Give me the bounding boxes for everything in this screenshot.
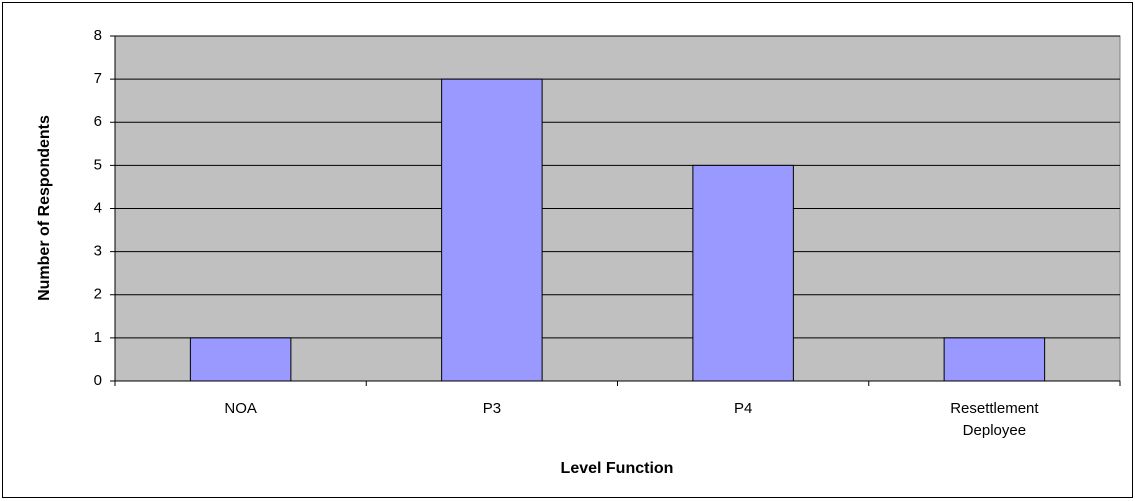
x-axis-title: Level Function — [561, 460, 674, 477]
y-tick-label: 7 — [94, 70, 102, 87]
bar — [189, 337, 292, 382]
x-tick-label: P3 — [482, 400, 502, 417]
bar — [441, 78, 543, 382]
x-tick-label: P4 — [733, 400, 753, 417]
y-tick-label: 1 — [94, 329, 102, 346]
x-tick-label: NOA — [224, 400, 257, 417]
y-tick-label: 4 — [94, 199, 102, 216]
y-tick-label: 6 — [94, 113, 102, 130]
x-tick-label: Resettlement Deployee — [950, 400, 1039, 439]
y-tick-label: 5 — [94, 156, 102, 173]
bar — [692, 164, 794, 382]
bar — [943, 337, 1046, 382]
y-axis-title: Number of Respondents — [36, 115, 53, 301]
y-tick-label: 0 — [94, 372, 102, 389]
y-tick-label: 3 — [94, 243, 102, 260]
y-tick-label: 8 — [94, 27, 102, 44]
y-tick-label: 2 — [94, 286, 102, 303]
